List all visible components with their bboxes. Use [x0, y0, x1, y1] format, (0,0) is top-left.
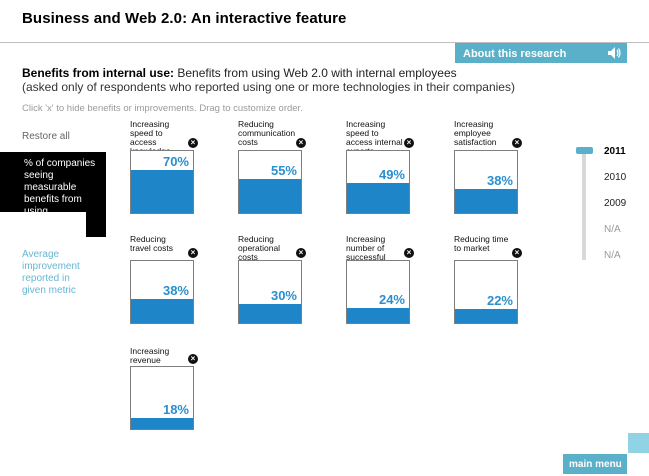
benefit-bar-box: 38% [454, 150, 518, 214]
benefit-label: Reducing communication costs [238, 119, 296, 147]
main-menu-button[interactable]: main menu [563, 454, 627, 474]
about-research-label: About this research [463, 48, 567, 60]
year-option[interactable]: 2010 [604, 172, 627, 183]
year-slider-track[interactable] [582, 150, 586, 260]
close-icon[interactable]: × [188, 248, 198, 258]
restore-all-link[interactable]: Restore all [22, 131, 70, 142]
corner-accent [628, 433, 649, 453]
benefit-label: Increasing revenue [130, 346, 170, 365]
benefit-bar-box: 38% [130, 260, 194, 324]
benefit-percent: 70% [162, 154, 189, 169]
benefit-percent: 24% [378, 292, 405, 307]
year-option[interactable]: 2011 [604, 146, 626, 157]
benefit-bar-box: 70% [130, 150, 194, 214]
section-heading: Benefits from internal use: [22, 66, 175, 80]
year-option[interactable]: 2009 [604, 198, 627, 209]
benefit-percent: 38% [486, 173, 513, 188]
benefit-percent: 30% [270, 288, 297, 303]
benefit-bar-fill [131, 170, 193, 213]
benefit-bar-fill [455, 189, 517, 213]
benefit-bar-fill [455, 309, 517, 323]
benefit-bar-box: 24% [346, 260, 410, 324]
benefit-bar-box: 30% [238, 260, 302, 324]
benefit-percent: 22% [486, 293, 513, 308]
close-icon[interactable]: × [404, 138, 414, 148]
benefit-bar-fill [347, 308, 409, 323]
metric-option-selected-label: % of companies seeing measurable benefit… [24, 158, 96, 241]
instruction-hint: Click 'x' to hide benefits or improvemen… [22, 103, 303, 114]
speaker-icon [608, 47, 621, 59]
section-description: Benefits from using Web 2.0 with interna… [174, 66, 457, 80]
benefit-bar-fill [239, 179, 301, 213]
benefit-percent: 49% [378, 167, 405, 182]
benefit-label: Increasing employee satisfaction [454, 119, 497, 147]
section-note: (asked only of respondents who reported … [22, 80, 515, 94]
close-icon[interactable]: × [512, 138, 522, 148]
benefit-percent: 55% [270, 163, 297, 178]
benefit-bar-box: 18% [130, 366, 194, 430]
benefit-bar-box: 49% [346, 150, 410, 214]
benefit-label: Reducing travel costs [130, 234, 173, 253]
benefit-bar-fill [347, 183, 409, 213]
year-option[interactable]: N/A [604, 250, 621, 261]
metric-option-average-improvement[interactable]: Average improvement reported in given me… [22, 249, 80, 296]
close-icon[interactable]: × [296, 248, 306, 258]
benefit-bar-box: 22% [454, 260, 518, 324]
close-icon[interactable]: × [188, 354, 198, 364]
close-icon[interactable]: × [188, 138, 198, 148]
year-slider-handle[interactable] [576, 147, 593, 154]
benefit-bar-fill [239, 304, 301, 323]
benefit-percent: 38% [162, 283, 189, 298]
close-icon[interactable]: × [512, 248, 522, 258]
section-subtitle: Benefits from internal use: Benefits fro… [22, 66, 515, 94]
close-icon[interactable]: × [404, 248, 414, 258]
benefit-label: Reducing time to market [454, 234, 509, 253]
benefit-label: Reducing operational costs [238, 234, 281, 262]
close-icon[interactable]: × [296, 138, 306, 148]
benefit-bar-fill [131, 418, 193, 429]
year-option[interactable]: N/A [604, 224, 621, 235]
title-divider [0, 42, 649, 43]
benefit-bar-box: 55% [238, 150, 302, 214]
benefit-bar-fill [131, 299, 193, 323]
benefit-percent: 18% [162, 402, 189, 417]
page-title: Business and Web 2.0: An interactive fea… [22, 10, 347, 27]
metric-option-selected-tab [86, 212, 106, 237]
metric-option-selected[interactable] [0, 152, 106, 212]
about-research-button[interactable]: About this research [455, 43, 627, 63]
